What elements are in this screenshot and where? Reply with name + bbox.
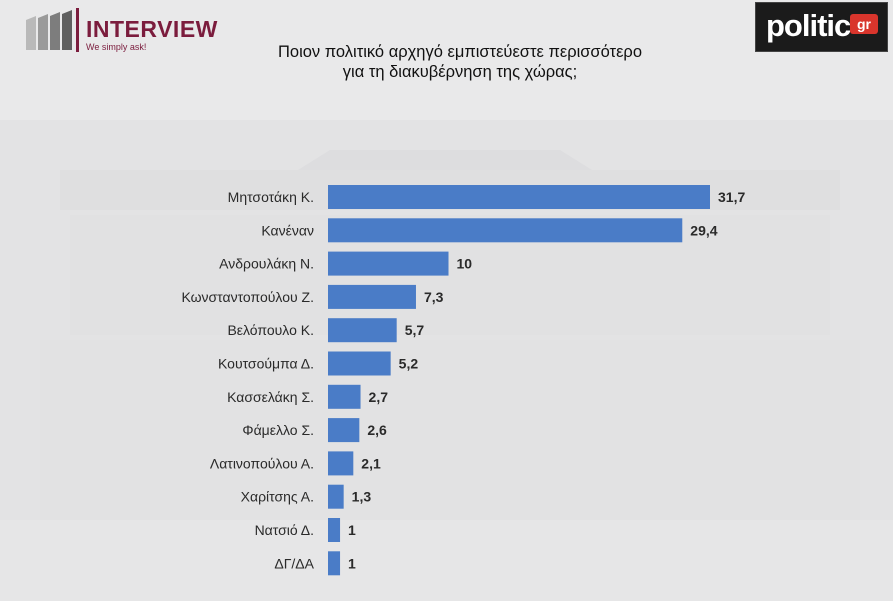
category-label: Χαρίτσης Α. <box>241 489 314 505</box>
politic-logo-suffix: gr <box>850 14 878 34</box>
value-label: 10 <box>457 256 473 272</box>
bar <box>328 418 360 443</box>
bar <box>328 384 361 409</box>
value-label: 2,6 <box>367 422 387 438</box>
value-label: 7,3 <box>424 289 444 305</box>
category-label: Ανδρουλάκη Ν. <box>219 256 314 272</box>
value-label: 1,3 <box>352 489 372 505</box>
politic-logo-text: politic <box>766 8 851 43</box>
chart-title-line-2: για τη διακυβέρνηση της χώρας; <box>342 63 578 81</box>
category-label: Κανέναν <box>261 222 314 238</box>
category-label: Κουτσούμπα Δ. <box>218 356 314 372</box>
value-label: 1 <box>348 522 356 538</box>
bar <box>328 351 391 376</box>
interview-logo-text: INTERVIEW <box>86 16 218 42</box>
bar <box>328 318 397 343</box>
bar <box>328 551 341 576</box>
category-label: Κωνσταντοπούλου Ζ. <box>181 289 314 305</box>
bar <box>328 518 341 542</box>
category-label: ΔΓ/ΔΑ <box>274 555 314 571</box>
chart-title-line-1: Ποιον πολιτικό αρχηγό εμπιστεύεστε περισ… <box>278 43 642 61</box>
value-label: 1 <box>348 555 356 571</box>
value-label: 31,7 <box>718 189 745 205</box>
bar <box>328 251 449 276</box>
category-label: Κασσελάκη Σ. <box>227 389 314 405</box>
interview-logo-tagline: We simply ask! <box>86 42 147 52</box>
chart-title: Ποιον πολιτικό αρχηγό εμπιστεύεστε περισ… <box>190 42 730 82</box>
category-label: Μητσοτάκη Κ. <box>228 189 314 205</box>
category-label: Φάμελλο Σ. <box>242 422 314 438</box>
category-label: Βελόπουλο Κ. <box>227 322 314 338</box>
bar <box>328 185 710 209</box>
interview-logo: INTERVIEW We simply ask! <box>24 6 224 56</box>
value-label: 2,7 <box>369 389 389 405</box>
value-label: 5,7 <box>405 322 425 338</box>
interview-bars-icon <box>26 8 79 52</box>
category-label: Νατσιό Δ. <box>255 522 314 538</box>
value-label: 2,1 <box>361 455 381 471</box>
politic-logo: politic gr <box>755 2 888 52</box>
bar <box>328 451 354 476</box>
bar <box>328 484 344 509</box>
value-label: 5,2 <box>399 356 419 372</box>
bar <box>328 218 683 243</box>
category-label: Λατινοπούλου Α. <box>210 455 314 471</box>
value-label: 29,4 <box>690 222 717 238</box>
bar <box>328 284 416 309</box>
